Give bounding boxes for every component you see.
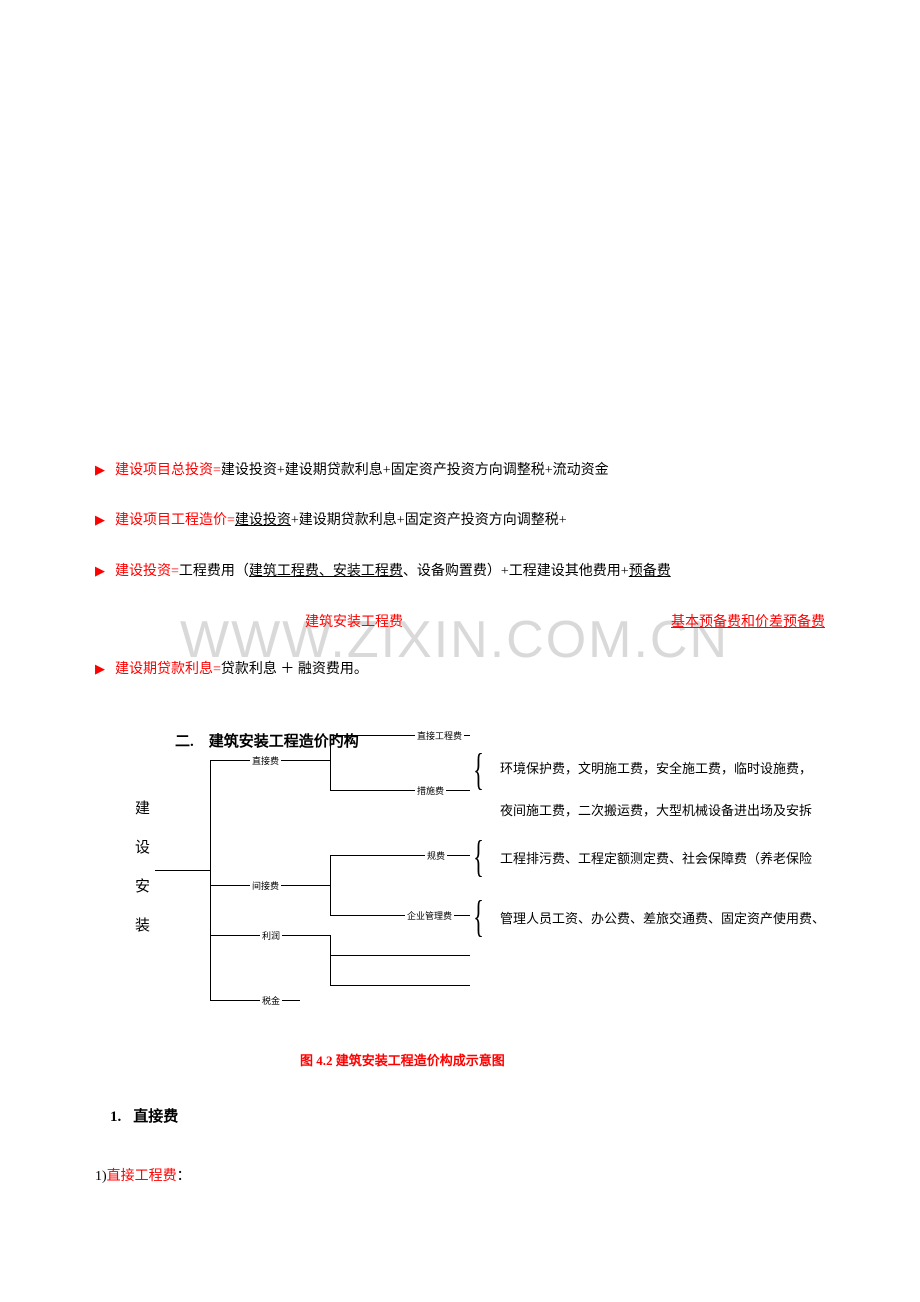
- sub-labels: 建筑安装工程费 基本预备费和价差预备费: [95, 611, 825, 631]
- connector-line: [330, 790, 470, 791]
- connector-line: [330, 935, 331, 985]
- text-segment: 工程费用（: [179, 564, 249, 579]
- sub-text: 直接工程费: [107, 1169, 177, 1184]
- tree-diagram: 建 设 安 装 直接费 直接工程费 措施费 间接费 规费 企业管理费 利润 税金…: [135, 730, 865, 1020]
- char: 设: [135, 829, 150, 868]
- node-label: 税金: [260, 994, 282, 1007]
- sub-heading: 1)直接工程费：: [95, 1165, 191, 1185]
- node-label: 利润: [260, 929, 282, 942]
- text-segment: 建筑工程费、安装工程费: [249, 564, 403, 579]
- bullet-text: 建设投资=工程费用（建筑工程费、安装工程费、设备购置费）+工程建设其他费用+预备…: [115, 561, 671, 583]
- detail-text: 管理人员工资、办公费、差旅交通费、固定资产使用费、: [500, 908, 825, 927]
- connector-line: [210, 760, 211, 1000]
- bullet-triangle-icon: ▶: [95, 510, 105, 531]
- char: 安: [135, 868, 150, 907]
- bullet-item: ▶ 建设项目总投资=建设投资+建设期贷款利息+固定资产投资方向调整税+流动资金: [95, 460, 825, 482]
- bullet-triangle-icon: ▶: [95, 561, 105, 582]
- node-label: 规费: [425, 849, 447, 862]
- bullet-item: ▶ 建设期贷款利息=贷款利息 ＋ 融资费用。: [95, 659, 825, 681]
- detail-text: 工程排污费、工程定额测定费、社会保障费（养老保险: [500, 848, 812, 867]
- brace-icon: {: [473, 748, 484, 792]
- text-segment: +建设期贷款利息+固定资产投资方向调整税+: [291, 513, 567, 528]
- brace-icon: {: [473, 835, 484, 879]
- text-segment: 建设投资+建设期贷款利息+固定资产投资方向调整税+流动资金: [221, 463, 609, 478]
- text-segment: 预备费: [629, 564, 671, 579]
- text-segment: 贷款利息 ＋ 融资费用。: [221, 662, 368, 677]
- brace-icon: {: [473, 895, 484, 939]
- text-segment: 建设项目工程造价=: [115, 513, 235, 528]
- numbered-heading: 1. 直接费: [110, 1105, 178, 1126]
- text-segment: 建设期贷款利息=: [115, 662, 221, 677]
- detail-text: 夜间施工费，二次搬运费，大型机械设备进出场及安拆: [500, 800, 812, 819]
- colon: ：: [177, 1169, 191, 1184]
- node-label: 企业管理费: [405, 909, 454, 922]
- bullet-text: 建设项目工程造价=建设投资+建设期贷款利息+固定资产投资方向调整税+: [115, 510, 567, 532]
- node-label: 间接费: [250, 879, 281, 892]
- text-segment: 建设投资=: [115, 564, 179, 579]
- heading-text: 直接费: [133, 1109, 178, 1125]
- bullet-item: ▶ 建设投资=工程费用（建筑工程费、安装工程费、设备购置费）+工程建设其他费用+…: [95, 561, 825, 583]
- char: 建: [135, 790, 150, 829]
- sub-label-left: 建筑安装工程费: [305, 611, 403, 631]
- heading-number: 1.: [110, 1109, 121, 1125]
- connector-line: [330, 855, 470, 856]
- connector-line: [330, 855, 331, 915]
- connector-line: [330, 735, 331, 790]
- figure-caption: 图 4.2 建筑安装工程造价构成示意图: [300, 1050, 505, 1069]
- text-segment: 建设投资: [235, 513, 291, 528]
- text-segment: 、设备购置费）+工程建设其他费用+: [403, 564, 629, 579]
- bullet-triangle-icon: ▶: [95, 460, 105, 481]
- char: 装: [135, 907, 150, 946]
- connector-line: [155, 870, 210, 871]
- bullet-triangle-icon: ▶: [95, 659, 105, 680]
- node-label: 直接费: [250, 754, 281, 767]
- node-label: 措施费: [415, 784, 446, 797]
- bullet-text: 建设期贷款利息=贷款利息 ＋ 融资费用。: [115, 659, 368, 681]
- sub-number: 1): [95, 1169, 107, 1184]
- bullet-text: 建设项目总投资=建设投资+建设期贷款利息+固定资产投资方向调整税+流动资金: [115, 460, 609, 482]
- main-content: ▶ 建设项目总投资=建设投资+建设期贷款利息+固定资产投资方向调整税+流动资金 …: [95, 460, 825, 682]
- root-label: 建 设 安 装: [135, 790, 150, 946]
- bullet-item: ▶ 建设项目工程造价=建设投资+建设期贷款利息+固定资产投资方向调整税+: [95, 510, 825, 532]
- node-label: 直接工程费: [415, 729, 464, 742]
- connector-line: [210, 1000, 300, 1001]
- connector-line: [330, 985, 470, 986]
- sub-label-right: 基本预备费和价差预备费: [671, 611, 825, 631]
- connector-line: [330, 955, 470, 956]
- detail-text: 环境保护费，文明施工费，安全施工费，临时设施费，: [500, 758, 812, 777]
- text-segment: 建设项目总投资=: [115, 463, 221, 478]
